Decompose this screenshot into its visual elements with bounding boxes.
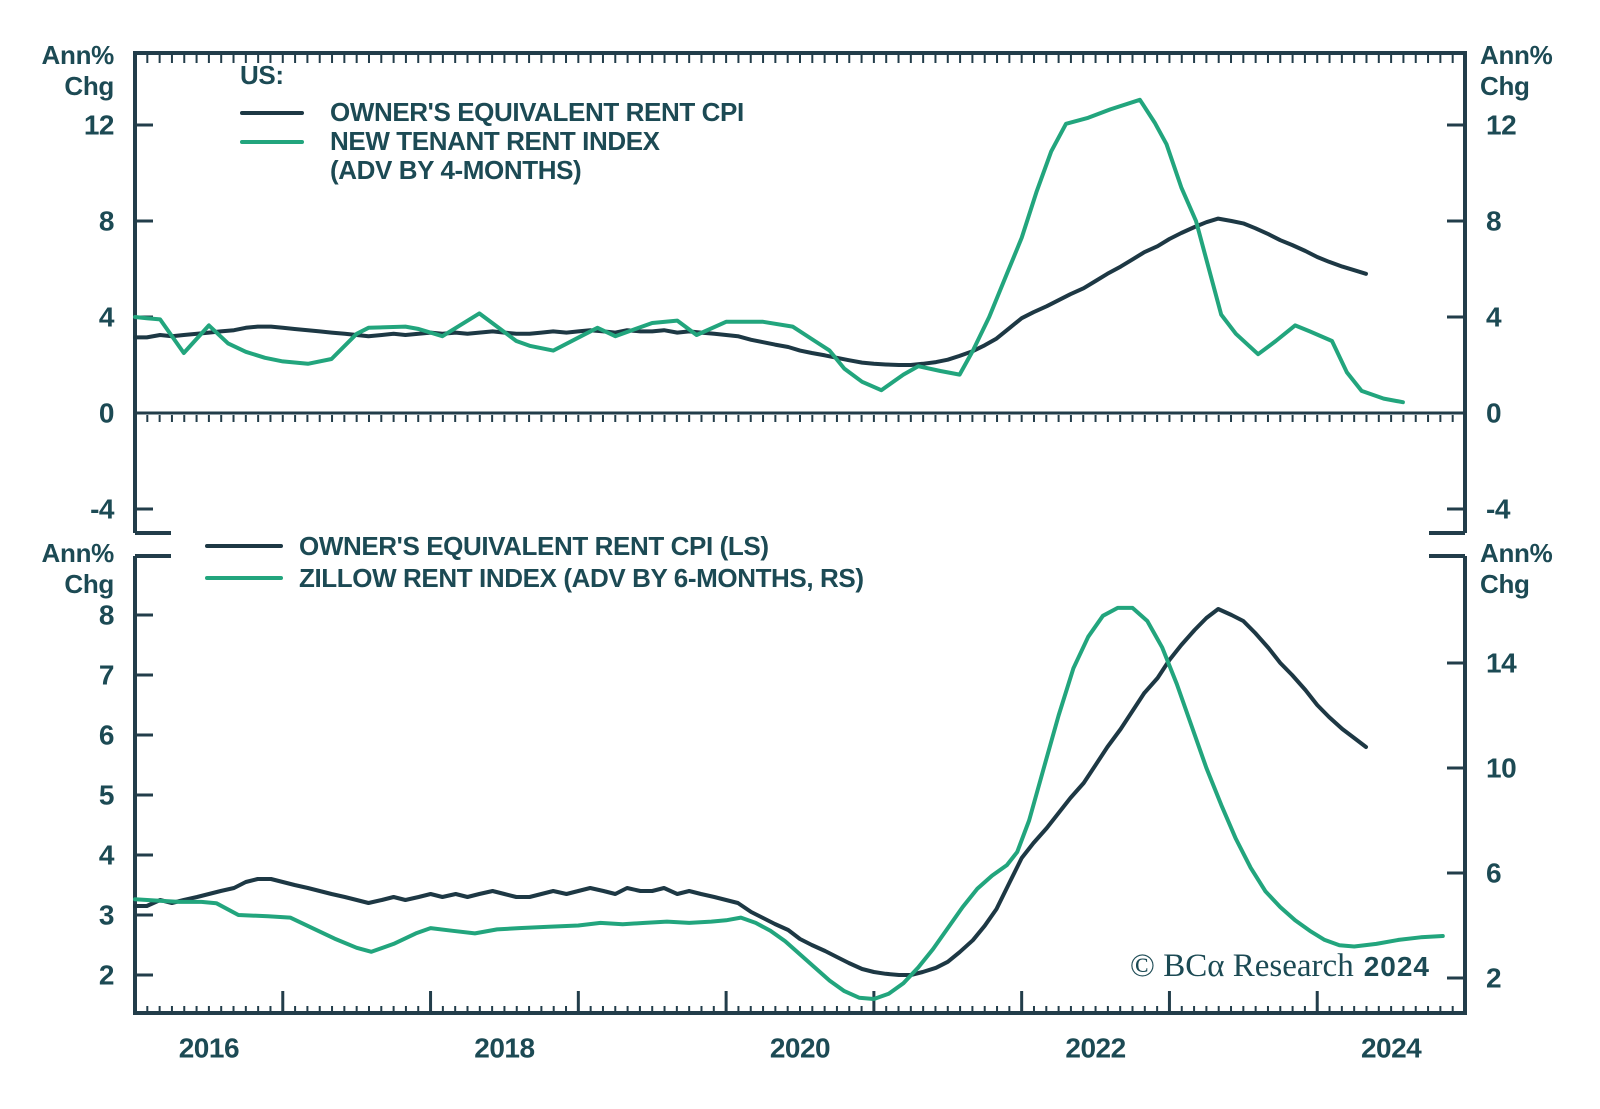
y-tick-label-right: 4 — [1486, 302, 1502, 333]
ylabel-line1: Ann% — [1480, 538, 1553, 568]
legend-swatch-green-line — [240, 139, 304, 144]
legend-label: OWNER'S EQUIVALENT RENT CPI (LS) — [299, 530, 769, 561]
ylabel-line2: Chg — [64, 569, 114, 599]
series-line-new-tenant-rent-index — [133, 97, 1405, 405]
y-tick-label-left: 12 — [84, 110, 114, 141]
y-tick-label-left: 0 — [99, 398, 114, 429]
x-tick-label: 2020 — [770, 1033, 830, 1064]
ylabel-top-left: Ann% Chg — [34, 40, 115, 102]
x-tick-label: 2018 — [474, 1033, 534, 1064]
copyright-text: © BCα Research — [1129, 948, 1354, 984]
ylabel-line1: Ann% — [41, 40, 115, 70]
legend-swatch-spacer — [240, 169, 304, 173]
ylabel-bottom-right: Ann% Chg — [1480, 538, 1560, 600]
legend-swatch-green-line — [205, 576, 283, 580]
series-line-zillow-rent-index-adv-by-6-months-rs — [133, 605, 1445, 1001]
legend-label: (ADV BY 4-MONTHS) — [330, 155, 582, 185]
ylabel-line1: Ann% — [41, 538, 115, 568]
legend-swatch-dark-line — [240, 110, 304, 115]
y-tick-label-left: -4 — [90, 494, 115, 525]
legend-label: NEW TENANT RENT INDEX — [330, 126, 660, 156]
series-line-owner-s-equivalent-rent-cpi — [133, 216, 1368, 367]
ylabel-top-right: Ann% Chg — [1480, 40, 1560, 102]
y-tick-label-left: 8 — [99, 600, 114, 631]
y-tick-label-right: 6 — [1486, 858, 1501, 889]
y-tick-label-right: 10 — [1486, 753, 1516, 784]
legend-label: ZILLOW RENT INDEX (ADV BY 6-MONTHS, RS) — [299, 562, 864, 593]
x-tick-label: 2022 — [1065, 1033, 1125, 1064]
ylabel-line2: Chg — [1480, 71, 1530, 101]
legend-item-new-tenant-rent: NEW TENANT RENT INDEX — [240, 126, 744, 156]
legend-item-zillow-rent-index: ZILLOW RENT INDEX (ADV BY 6-MONTHS, RS) — [205, 562, 864, 594]
y-tick-label-right: 14 — [1486, 648, 1517, 679]
y-tick-label-right: 12 — [1486, 110, 1516, 141]
ylabel-line1: Ann% — [1480, 40, 1553, 70]
y-tick-label-right: -4 — [1486, 494, 1511, 525]
y-tick-label-right: 2 — [1486, 963, 1501, 994]
copyright-year: 2024 — [1363, 951, 1430, 982]
y-tick-label-left: 5 — [99, 780, 114, 811]
y-tick-label-left: 8 — [99, 206, 114, 237]
legend-swatch-dark-line — [205, 544, 283, 548]
x-tick-label: 2024 — [1361, 1033, 1422, 1064]
y-tick-label-left: 6 — [99, 720, 114, 751]
series-line-owner-s-equivalent-rent-cpi-ls — [133, 607, 1368, 977]
legend-item-oer-cpi-ls: OWNER'S EQUIVALENT RENT CPI (LS) — [205, 530, 864, 562]
y-tick-label-left: 7 — [99, 660, 114, 691]
legend-title: US: — [240, 60, 284, 90]
ylabel-bottom-left: Ann% Chg — [34, 538, 115, 600]
y-tick-label-left: 2 — [99, 960, 114, 991]
legend-item-oer-cpi: OWNER'S EQUIVALENT RENT CPI — [240, 97, 744, 127]
ylabel-line2: Chg — [1480, 569, 1530, 599]
y-tick-label-right: 0 — [1486, 398, 1501, 429]
ylabel-line2: Chg — [64, 71, 114, 101]
legend-bottom: OWNER'S EQUIVALENT RENT CPI (LS) ZILLOW … — [205, 530, 864, 594]
y-tick-label-left: 4 — [99, 840, 115, 871]
copyright: © BCα Research 2024 — [1130, 948, 1430, 985]
y-tick-label-left: 3 — [99, 900, 114, 931]
x-tick-label: 2016 — [179, 1033, 239, 1064]
legend-top: US: OWNER'S EQUIVALENT RENT CPI NEW TENA… — [240, 58, 744, 185]
y-tick-label-left: 4 — [99, 302, 115, 333]
legend-label: OWNER'S EQUIVALENT RENT CPI — [330, 97, 744, 127]
y-tick-label-right: 8 — [1486, 206, 1501, 237]
legend-item-new-tenant-rent-note: (ADV BY 4-MONTHS) — [240, 155, 744, 185]
